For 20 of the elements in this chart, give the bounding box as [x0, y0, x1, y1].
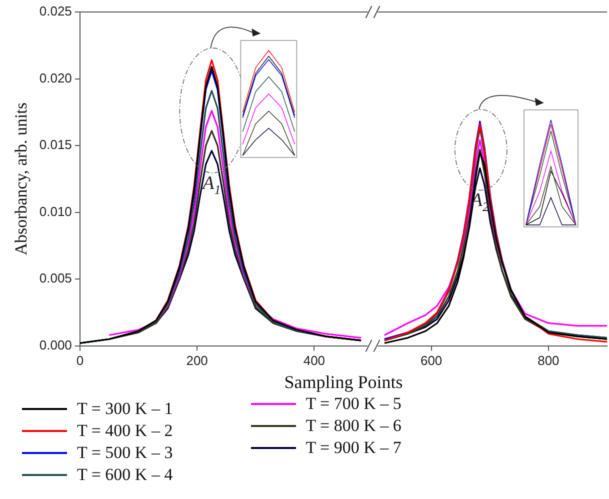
x-tick-label: 0: [76, 353, 84, 368]
legend-label: T = 900 K – 7: [306, 438, 402, 458]
x-tick-label: 400: [303, 353, 326, 368]
y-tick-label: 0.020: [39, 70, 72, 86]
x-tick-label: 600: [420, 353, 442, 368]
y-tick-label: 0.005: [39, 270, 72, 286]
y-tick-label: 0.010: [39, 204, 72, 219]
y-axis-title: Absorbancy, arb. units: [12, 102, 31, 256]
legend-label: T = 700 K – 5: [306, 394, 402, 414]
legend-label: T = 300 K – 1: [77, 399, 173, 419]
y-tick-label: 0.025: [39, 4, 72, 19]
y-tick-label: 0.000: [39, 337, 72, 352]
legend-label: T = 600 K – 4: [77, 465, 173, 485]
x-axis-title: Sampling Points: [284, 372, 403, 392]
y-tick-label: 0.015: [39, 137, 72, 152]
x-tick-label: 800: [538, 353, 560, 368]
x-tick-label: 200: [186, 353, 208, 368]
legend-label: T = 800 K – 6: [306, 416, 402, 436]
legend-label: T = 500 K – 3: [77, 443, 173, 463]
legend-label: T = 400 K – 2: [77, 421, 173, 441]
